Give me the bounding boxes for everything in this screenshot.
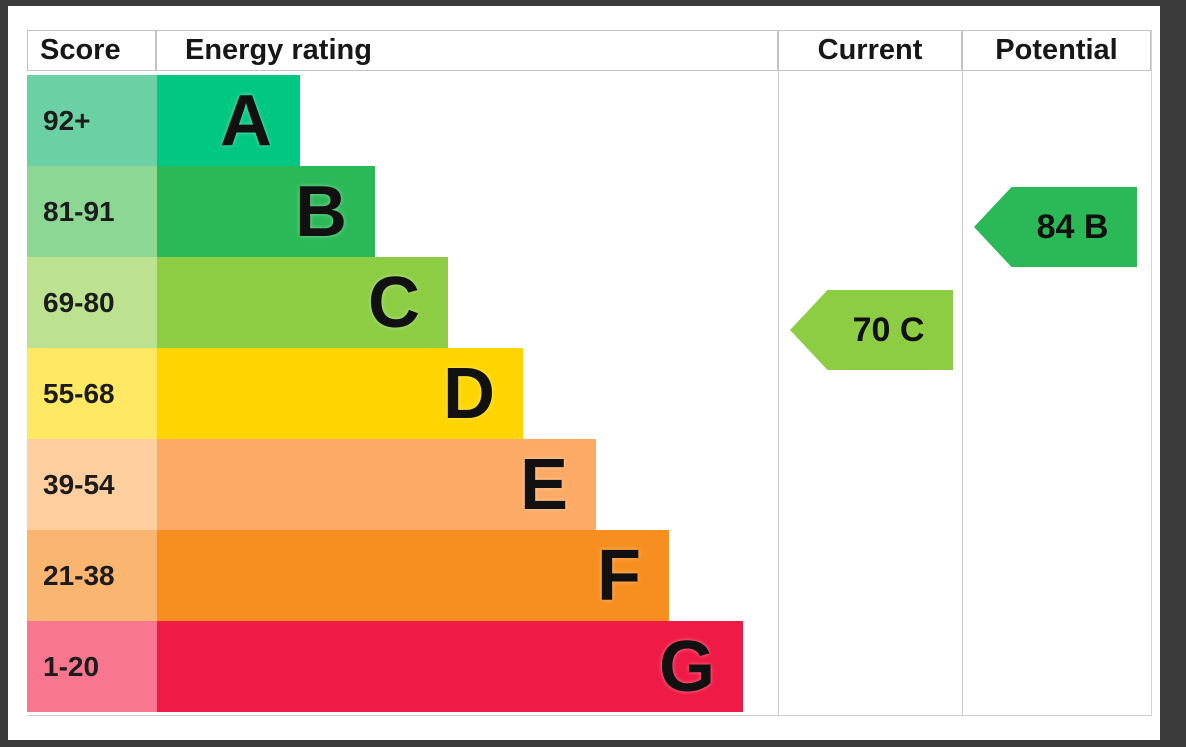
band-score-range: 55-68 bbox=[27, 348, 157, 439]
band-bar: G bbox=[157, 621, 743, 712]
band-row: 81-91 B bbox=[0, 166, 1186, 257]
band-letter: D bbox=[443, 353, 495, 434]
band-bar: B bbox=[157, 166, 375, 257]
band-score-range: 21-38 bbox=[27, 530, 157, 621]
band-letter: B bbox=[295, 171, 347, 252]
current-rating-label: 70 C bbox=[852, 310, 925, 349]
band-score-range: 92+ bbox=[27, 75, 157, 166]
band-row: 21-38 F bbox=[0, 530, 1186, 621]
current-column-divider bbox=[778, 30, 779, 716]
table-bottom-border bbox=[27, 715, 1152, 716]
band-letter: F bbox=[597, 535, 641, 616]
band-bar: D bbox=[157, 348, 523, 439]
column-header-score: Score bbox=[27, 30, 156, 71]
band-letter: C bbox=[368, 262, 420, 343]
band-row: 92+ A bbox=[0, 75, 1186, 166]
band-bar: A bbox=[157, 75, 300, 166]
band-bar: E bbox=[157, 439, 596, 530]
potential-rating-arrow: 84 B bbox=[974, 187, 1137, 267]
band-row: 39-54 E bbox=[0, 439, 1186, 530]
column-header-energy-rating: Energy rating bbox=[156, 30, 778, 71]
band-letter: A bbox=[220, 80, 272, 161]
band-bar: F bbox=[157, 530, 669, 621]
current-rating-arrow: 70 C bbox=[790, 290, 953, 370]
potential-rating-label: 84 B bbox=[1036, 207, 1109, 246]
column-header-current: Current bbox=[778, 30, 962, 71]
band-row: 1-20 G bbox=[0, 621, 1186, 712]
column-header-potential: Potential bbox=[962, 30, 1151, 71]
band-score-range: 39-54 bbox=[27, 439, 157, 530]
band-score-range: 81-91 bbox=[27, 166, 157, 257]
band-row: 55-68 D bbox=[0, 348, 1186, 439]
table-right-border bbox=[1151, 30, 1152, 716]
band-score-range: 69-80 bbox=[27, 257, 157, 348]
band-letter: E bbox=[519, 444, 568, 525]
band-bar: C bbox=[157, 257, 448, 348]
potential-column-divider bbox=[962, 30, 963, 716]
band-letter: G bbox=[658, 626, 715, 707]
band-row: 69-80 C bbox=[0, 257, 1186, 348]
band-score-range: 1-20 bbox=[27, 621, 157, 712]
